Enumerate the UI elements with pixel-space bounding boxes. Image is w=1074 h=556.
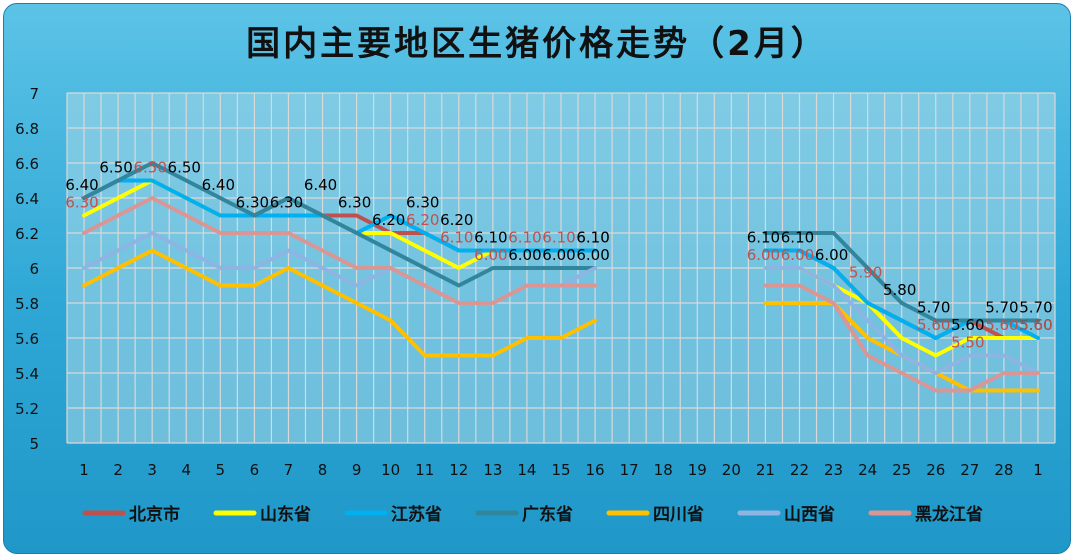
data-label: 6.40 bbox=[304, 176, 337, 194]
series-line bbox=[82, 161, 1040, 323]
y-tick-label: 7 bbox=[29, 85, 39, 103]
y-tick-label: 5.4 bbox=[15, 365, 39, 383]
x-tick-label: 21 bbox=[756, 461, 775, 479]
x-tick-label: 25 bbox=[892, 461, 911, 479]
y-tick-label: 6 bbox=[29, 260, 39, 278]
data-label: 6.10 bbox=[508, 229, 541, 247]
data-label: 6.00 bbox=[474, 246, 507, 264]
data-label: 6.10 bbox=[781, 229, 814, 247]
y-tick-label: 5.8 bbox=[15, 295, 39, 313]
legend-entry: 黑龙江省 bbox=[915, 504, 983, 525]
x-tick-label: 6 bbox=[250, 461, 260, 479]
x-tick-label: 19 bbox=[688, 461, 707, 479]
data-label: 6.00 bbox=[576, 246, 609, 264]
y-tick-label: 5.2 bbox=[15, 400, 39, 418]
x-tick-label: 1 bbox=[1033, 461, 1043, 479]
data-label: 5.60 bbox=[917, 316, 950, 334]
data-label: 6.10 bbox=[576, 229, 609, 247]
legend-entry: 山东省 bbox=[260, 504, 311, 525]
x-tick-label: 9 bbox=[352, 461, 362, 479]
data-label: 6.50 bbox=[168, 159, 201, 177]
data-label: 5.60 bbox=[1019, 316, 1052, 334]
data-label: 5.60 bbox=[951, 316, 984, 334]
data-label: 5.60 bbox=[1019, 316, 1052, 334]
data-label: 6.10 bbox=[542, 229, 575, 247]
x-tick-label: 7 bbox=[284, 461, 294, 479]
x-tick-label: 11 bbox=[415, 461, 434, 479]
x-tick-label: 1 bbox=[79, 461, 89, 479]
legend-entry: 山西省 bbox=[784, 504, 835, 525]
x-tick-label: 20 bbox=[722, 461, 741, 479]
data-label: 6.00 bbox=[542, 246, 575, 264]
y-tick-label: 5.6 bbox=[15, 330, 39, 348]
x-tick-label: 13 bbox=[483, 461, 502, 479]
data-label: 6.20 bbox=[440, 211, 473, 229]
y-tick-label: 6.8 bbox=[15, 120, 39, 138]
data-label: 5.70 bbox=[917, 299, 950, 317]
x-tick-label: 18 bbox=[654, 461, 673, 479]
data-label: 6.10 bbox=[474, 229, 507, 247]
data-label: 6.40 bbox=[65, 176, 98, 194]
data-label: 6.10 bbox=[747, 229, 780, 247]
data-label: 5.60 bbox=[985, 316, 1018, 334]
data-label: 6.30 bbox=[338, 194, 371, 212]
x-tick-label: 26 bbox=[926, 461, 945, 479]
x-tick-label: 22 bbox=[790, 461, 809, 479]
data-label: 5.70 bbox=[1019, 299, 1052, 317]
data-label: 6.20 bbox=[406, 211, 439, 229]
data-label: 6.00 bbox=[508, 246, 541, 264]
legend-entry: 广东省 bbox=[522, 504, 573, 525]
data-label: 6.50 bbox=[99, 159, 132, 177]
legend-entry: 江苏省 bbox=[391, 504, 442, 525]
x-tick-label: 17 bbox=[620, 461, 639, 479]
x-tick-label: 12 bbox=[449, 461, 468, 479]
data-label: 6.10 bbox=[576, 229, 609, 247]
x-tick-label: 24 bbox=[858, 461, 877, 479]
x-tick-label: 15 bbox=[551, 461, 570, 479]
legend-entry: 四川省 bbox=[653, 504, 704, 525]
x-tick-label: 2 bbox=[113, 461, 123, 479]
y-tick-label: 6.2 bbox=[15, 225, 39, 243]
data-label: 6.00 bbox=[781, 246, 814, 264]
data-label: 6.30 bbox=[406, 194, 439, 212]
x-tick-label: 3 bbox=[147, 461, 157, 479]
data-label: 6.40 bbox=[202, 176, 235, 194]
data-label: 6.30 bbox=[65, 194, 98, 212]
x-tick-label: 10 bbox=[381, 461, 400, 479]
data-label: 6.30 bbox=[236, 194, 269, 212]
chart-title: 国内主要地区生猪价格走势（2月） bbox=[246, 24, 828, 64]
y-tick-label: 6.4 bbox=[15, 190, 39, 208]
data-label: 6.50 bbox=[133, 159, 166, 177]
series-line bbox=[82, 196, 1040, 393]
legend-entry: 北京市 bbox=[129, 504, 180, 525]
data-label: 6.30 bbox=[270, 194, 303, 212]
data-label: 5.80 bbox=[883, 281, 916, 299]
x-tick-label: 27 bbox=[960, 461, 979, 479]
data-label: 6.00 bbox=[815, 246, 848, 264]
x-tick-label: 8 bbox=[318, 461, 328, 479]
data-label: 6.10 bbox=[440, 229, 473, 247]
x-tick-label: 23 bbox=[824, 461, 843, 479]
data-label: 5.50 bbox=[951, 334, 984, 352]
data-label: 6.20 bbox=[372, 211, 405, 229]
y-tick-label: 5 bbox=[29, 435, 39, 453]
data-label: 5.90 bbox=[849, 264, 882, 282]
x-tick-label: 16 bbox=[586, 461, 605, 479]
x-tick-label: 14 bbox=[517, 461, 536, 479]
x-tick-label: 28 bbox=[994, 461, 1013, 479]
y-tick-label: 6.6 bbox=[15, 155, 39, 173]
data-label: 6.00 bbox=[747, 246, 780, 264]
x-tick-label: 5 bbox=[216, 461, 226, 479]
x-tick-label: 4 bbox=[181, 461, 191, 479]
data-label: 5.70 bbox=[985, 299, 1018, 317]
